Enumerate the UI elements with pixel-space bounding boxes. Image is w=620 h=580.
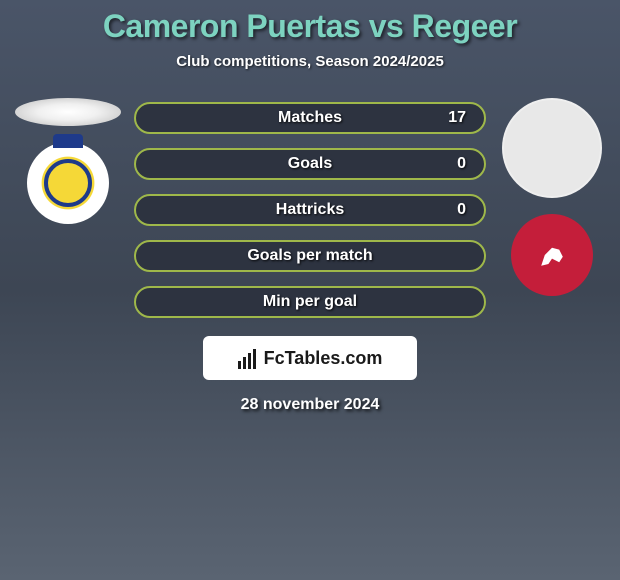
club-badge-right <box>511 214 593 296</box>
player-left-avatar <box>15 98 121 126</box>
stat-bar-min-per-goal: Min per goal <box>134 286 486 318</box>
stat-label: Matches <box>278 109 342 127</box>
stat-value-right: 0 <box>457 201 466 219</box>
stat-bar-hattricks: Hattricks 0 <box>134 194 486 226</box>
comparison-card: Cameron Puertas vs Regeer Club competiti… <box>0 0 620 580</box>
right-player-column <box>492 98 612 296</box>
left-player-column <box>8 98 128 224</box>
page-subtitle: Club competitions, Season 2024/2025 <box>0 53 620 70</box>
date-text: 28 november 2024 <box>0 396 620 414</box>
watermark-text: FcTables.com <box>264 348 383 369</box>
stat-label: Goals <box>288 155 332 173</box>
chart-icon <box>238 347 260 369</box>
stat-value-right: 17 <box>448 109 466 127</box>
club-badge-left <box>27 142 109 224</box>
main-row: Matches 17 Goals 0 Hattricks 0 Goals per… <box>0 98 620 318</box>
page-title: Cameron Puertas vs Regeer <box>0 8 620 45</box>
stat-label: Goals per match <box>247 247 372 265</box>
stat-label: Min per goal <box>263 293 357 311</box>
stat-bar-matches: Matches 17 <box>134 102 486 134</box>
stat-bar-goals-per-match: Goals per match <box>134 240 486 272</box>
stat-label: Hattricks <box>276 201 344 219</box>
watermark: FcTables.com <box>203 336 417 380</box>
stat-bars: Matches 17 Goals 0 Hattricks 0 Goals per… <box>128 98 492 318</box>
stat-bar-goals: Goals 0 <box>134 148 486 180</box>
stat-value-right: 0 <box>457 155 466 173</box>
player-right-avatar <box>502 98 602 198</box>
